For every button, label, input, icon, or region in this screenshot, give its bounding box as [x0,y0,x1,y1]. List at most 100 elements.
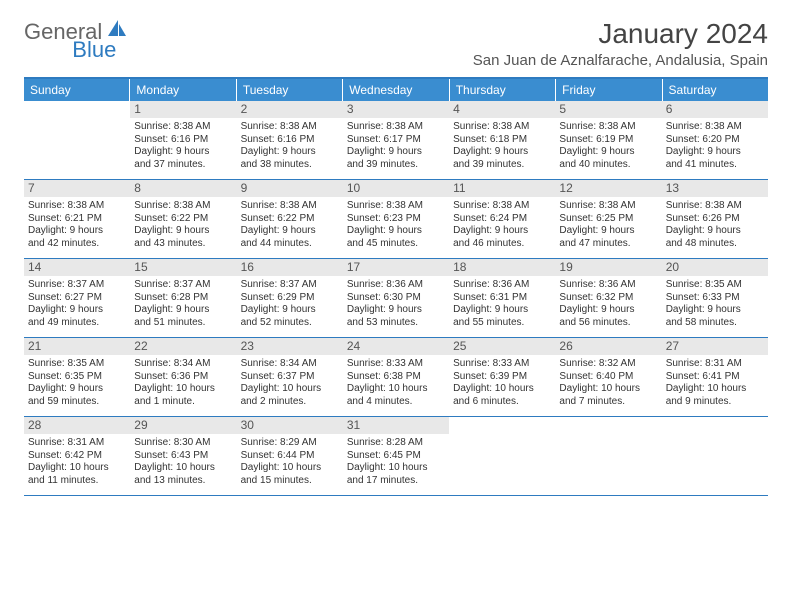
sunrise-text: Sunrise: 8:38 AM [453,121,551,134]
day-cell: 19Sunrise: 8:36 AMSunset: 6:32 PMDayligh… [555,259,661,337]
day-header: Monday [130,79,236,101]
daylight-text: and 52 minutes. [241,317,339,330]
day-cell: 10Sunrise: 8:38 AMSunset: 6:23 PMDayligh… [343,180,449,258]
daylight-text: and 2 minutes. [241,396,339,409]
day-number: 18 [449,259,555,276]
sunset-text: Sunset: 6:21 PM [28,213,126,226]
day-number: 26 [555,338,661,355]
daylight-text: Daylight: 9 hours [453,225,551,238]
daylight-text: Daylight: 9 hours [28,304,126,317]
day-cell: 30Sunrise: 8:29 AMSunset: 6:44 PMDayligh… [237,417,343,495]
day-cell: 20Sunrise: 8:35 AMSunset: 6:33 PMDayligh… [662,259,768,337]
header: General Blue January 2024 San Juan de Az… [24,18,768,69]
day-number: 22 [130,338,236,355]
day-cell: . [24,101,130,179]
sunrise-text: Sunrise: 8:34 AM [241,358,339,371]
day-cell: . [555,417,661,495]
day-cell: . [662,417,768,495]
day-number: 4 [449,101,555,118]
sunset-text: Sunset: 6:44 PM [241,450,339,463]
sunrise-text: Sunrise: 8:31 AM [666,358,764,371]
day-number: 31 [343,417,449,434]
daylight-text: Daylight: 10 hours [241,462,339,475]
day-cell: 18Sunrise: 8:36 AMSunset: 6:31 PMDayligh… [449,259,555,337]
day-cell: 26Sunrise: 8:32 AMSunset: 6:40 PMDayligh… [555,338,661,416]
sunset-text: Sunset: 6:22 PM [241,213,339,226]
day-number: 10 [343,180,449,197]
day-number: 29 [130,417,236,434]
daylight-text: Daylight: 9 hours [28,225,126,238]
daylight-text: Daylight: 10 hours [453,383,551,396]
daylight-text: Daylight: 9 hours [559,225,657,238]
day-cell: 16Sunrise: 8:37 AMSunset: 6:29 PMDayligh… [237,259,343,337]
day-cell: 29Sunrise: 8:30 AMSunset: 6:43 PMDayligh… [130,417,236,495]
day-cell: 7 Sunrise: 8:38 AMSunset: 6:21 PMDaylight… [24,180,130,258]
logo-text-blue: Blue [72,37,116,63]
sunrise-text: Sunrise: 8:38 AM [134,121,232,134]
sunrise-text: Sunrise: 8:35 AM [28,358,126,371]
daylight-text: and 7 minutes. [559,396,657,409]
daylight-text: Daylight: 9 hours [347,225,445,238]
daylight-text: Daylight: 9 hours [453,146,551,159]
day-number: 16 [237,259,343,276]
daylight-text: and 41 minutes. [666,159,764,172]
sunset-text: Sunset: 6:41 PM [666,371,764,384]
day-number: 21 [24,338,130,355]
day-cell: 14Sunrise: 8:37 AMSunset: 6:27 PMDayligh… [24,259,130,337]
week-row: 28Sunrise: 8:31 AMSunset: 6:42 PMDayligh… [24,417,768,496]
month-title: January 2024 [473,18,768,50]
daylight-text: Daylight: 9 hours [134,225,232,238]
day-cell: 27Sunrise: 8:31 AMSunset: 6:41 PMDayligh… [662,338,768,416]
daylight-text: and 39 minutes. [453,159,551,172]
day-cell: 24Sunrise: 8:33 AMSunset: 6:38 PMDayligh… [343,338,449,416]
day-number: 2 [237,101,343,118]
daylight-text: and 44 minutes. [241,238,339,251]
day-cell: 4Sunrise: 8:38 AMSunset: 6:18 PMDaylight… [449,101,555,179]
sunset-text: Sunset: 6:40 PM [559,371,657,384]
sunrise-text: Sunrise: 8:38 AM [559,121,657,134]
sunrise-text: Sunrise: 8:37 AM [241,279,339,292]
day-number: 3 [343,101,449,118]
daylight-text: Daylight: 9 hours [559,304,657,317]
day-cell: 13Sunrise: 8:38 AMSunset: 6:26 PMDayligh… [662,180,768,258]
week-row: 21Sunrise: 8:35 AMSunset: 6:35 PMDayligh… [24,338,768,417]
day-number: 12 [555,180,661,197]
daylight-text: and 39 minutes. [347,159,445,172]
day-cell: 9Sunrise: 8:38 AMSunset: 6:22 PMDaylight… [237,180,343,258]
sunset-text: Sunset: 6:38 PM [347,371,445,384]
daylight-text: Daylight: 10 hours [666,383,764,396]
day-cell: 5Sunrise: 8:38 AMSunset: 6:19 PMDaylight… [555,101,661,179]
daylight-text: Daylight: 9 hours [134,146,232,159]
day-cell: 6Sunrise: 8:38 AMSunset: 6:20 PMDaylight… [662,101,768,179]
daylight-text: and 49 minutes. [28,317,126,330]
daylight-text: Daylight: 10 hours [241,383,339,396]
daylight-text: and 6 minutes. [453,396,551,409]
sunrise-text: Sunrise: 8:33 AM [453,358,551,371]
day-cell: 22Sunrise: 8:34 AMSunset: 6:36 PMDayligh… [130,338,236,416]
sunrise-text: Sunrise: 8:38 AM [28,200,126,213]
sunset-text: Sunset: 6:20 PM [666,134,764,147]
day-cell: 15Sunrise: 8:37 AMSunset: 6:28 PMDayligh… [130,259,236,337]
sunrise-text: Sunrise: 8:34 AM [134,358,232,371]
day-number: 24 [343,338,449,355]
day-header: Friday [556,79,662,101]
daylight-text: and 47 minutes. [559,238,657,251]
title-block: January 2024 San Juan de Aznalfarache, A… [473,18,768,69]
daylight-text: Daylight: 9 hours [241,146,339,159]
day-number: 7 [24,180,130,197]
daylight-text: Daylight: 9 hours [28,383,126,396]
daylight-text: Daylight: 10 hours [134,383,232,396]
day-cell: 25Sunrise: 8:33 AMSunset: 6:39 PMDayligh… [449,338,555,416]
sunrise-text: Sunrise: 8:38 AM [666,121,764,134]
week-row: .1Sunrise: 8:38 AMSunset: 6:16 PMDayligh… [24,101,768,180]
sunset-text: Sunset: 6:25 PM [559,213,657,226]
sunset-text: Sunset: 6:45 PM [347,450,445,463]
sunset-text: Sunset: 6:37 PM [241,371,339,384]
daylight-text: and 59 minutes. [28,396,126,409]
daylight-text: and 56 minutes. [559,317,657,330]
day-number: 20 [662,259,768,276]
sunrise-text: Sunrise: 8:38 AM [347,200,445,213]
day-number: 1 [130,101,236,118]
sunset-text: Sunset: 6:16 PM [134,134,232,147]
sunset-text: Sunset: 6:32 PM [559,292,657,305]
